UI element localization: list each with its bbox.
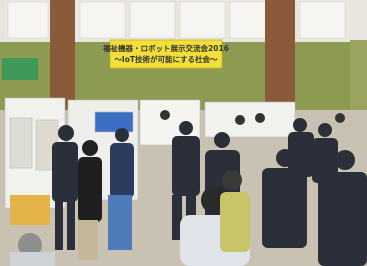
wall-column (50, 0, 75, 110)
wall (350, 40, 367, 110)
wall-column (265, 0, 295, 110)
table (10, 195, 50, 225)
banner-subtitle: ～IoT技術が可能にする社会～ (114, 54, 218, 64)
banner: 福祉機器・ロボット展示交流会2016 ～IoT技術が可能にする社会～ (102, 40, 229, 68)
photo: 福祉機器・ロボット展示交流会2016 ～IoT技術が可能にする社会～ (0, 0, 367, 266)
sign (2, 58, 38, 80)
banner-title: 福祉機器・ロボット展示交流会2016 (102, 43, 229, 53)
